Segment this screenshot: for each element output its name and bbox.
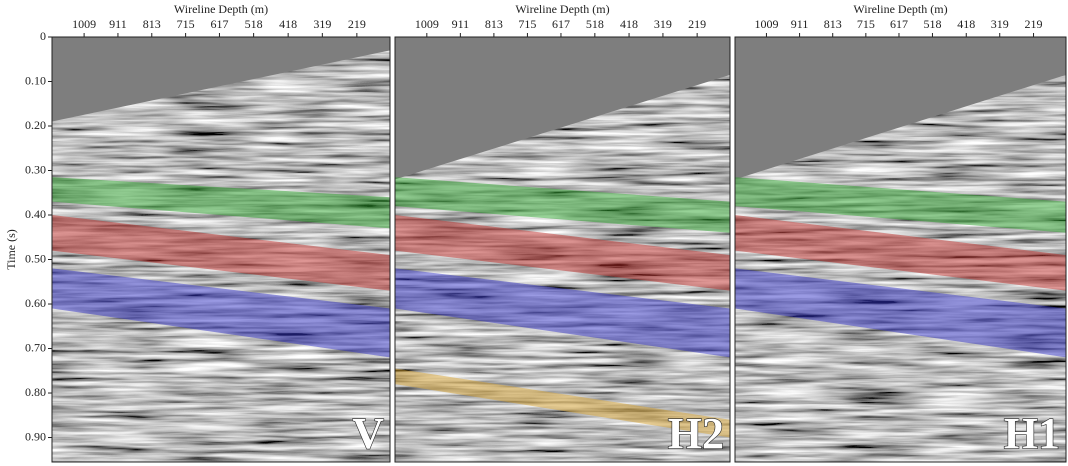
y-tick-label: 0.50 bbox=[25, 251, 46, 265]
panel-frame bbox=[51, 36, 391, 463]
horizon-band bbox=[52, 177, 390, 229]
y-tick-label: 0.10 bbox=[25, 73, 46, 87]
panel-label: V bbox=[352, 409, 384, 458]
panel-frame bbox=[394, 36, 731, 463]
horizon-band bbox=[52, 215, 390, 291]
x-tick-label: 518 bbox=[923, 17, 941, 31]
x-axis-label: Wireline Depth (m) bbox=[174, 2, 268, 16]
panel-label: H1 bbox=[1004, 409, 1060, 458]
x-tick-label: 617 bbox=[552, 17, 570, 31]
muted-zone bbox=[735, 37, 1066, 180]
panel-label: H2 bbox=[668, 409, 724, 458]
x-tick-label: 1009 bbox=[754, 17, 778, 31]
y-tick-label: 0.30 bbox=[25, 162, 46, 176]
x-tick-label: 319 bbox=[654, 17, 672, 31]
horizon-band bbox=[395, 177, 730, 233]
muted-zone bbox=[52, 37, 390, 122]
x-tick-label: 518 bbox=[245, 17, 263, 31]
x-tick-label: 911 bbox=[791, 17, 809, 31]
x-tick-label: 319 bbox=[991, 17, 1009, 31]
horizon-band bbox=[395, 368, 730, 438]
y-tick-label: 0 bbox=[40, 29, 46, 43]
x-tick-label: 813 bbox=[824, 17, 842, 31]
horizon-band bbox=[52, 268, 390, 358]
x-tick-label: 219 bbox=[348, 17, 366, 31]
x-tick-label: 617 bbox=[210, 17, 228, 31]
x-tick-label: 617 bbox=[890, 17, 908, 31]
x-tick-label: 319 bbox=[313, 17, 331, 31]
y-tick-label: 0.40 bbox=[25, 207, 46, 221]
horizon-band bbox=[395, 215, 730, 291]
x-tick-label: 911 bbox=[452, 17, 470, 31]
y-tick-label: 0.60 bbox=[25, 296, 46, 310]
x-tick-label: 715 bbox=[857, 17, 875, 31]
x-tick-label: 418 bbox=[279, 17, 297, 31]
x-tick-label: 1009 bbox=[72, 17, 96, 31]
muted-zone bbox=[395, 37, 730, 180]
y-tick-label: 0.80 bbox=[25, 385, 46, 399]
y-axis-label: Time (s) bbox=[4, 229, 18, 270]
y-tick-label: 0.70 bbox=[25, 340, 46, 354]
y-tick-label: 0.20 bbox=[25, 118, 46, 132]
x-tick-label: 813 bbox=[485, 17, 503, 31]
horizon-band bbox=[735, 268, 1066, 358]
x-tick-label: 418 bbox=[957, 17, 975, 31]
panel-frame bbox=[734, 36, 1067, 463]
horizon-band bbox=[395, 268, 730, 358]
x-tick-label: 518 bbox=[586, 17, 604, 31]
horizon-band bbox=[735, 215, 1066, 291]
x-tick-label: 715 bbox=[518, 17, 536, 31]
x-tick-label: 715 bbox=[177, 17, 195, 31]
y-tick-label: 0.90 bbox=[25, 429, 46, 443]
x-tick-label: 911 bbox=[109, 17, 127, 31]
x-tick-label: 813 bbox=[143, 17, 161, 31]
x-axis-label: Wireline Depth (m) bbox=[515, 2, 609, 16]
x-axis-label: Wireline Depth (m) bbox=[853, 2, 947, 16]
x-tick-label: 1009 bbox=[415, 17, 439, 31]
x-tick-label: 219 bbox=[688, 17, 706, 31]
x-tick-label: 219 bbox=[1025, 17, 1043, 31]
horizon-band bbox=[735, 177, 1066, 233]
x-tick-label: 418 bbox=[620, 17, 638, 31]
